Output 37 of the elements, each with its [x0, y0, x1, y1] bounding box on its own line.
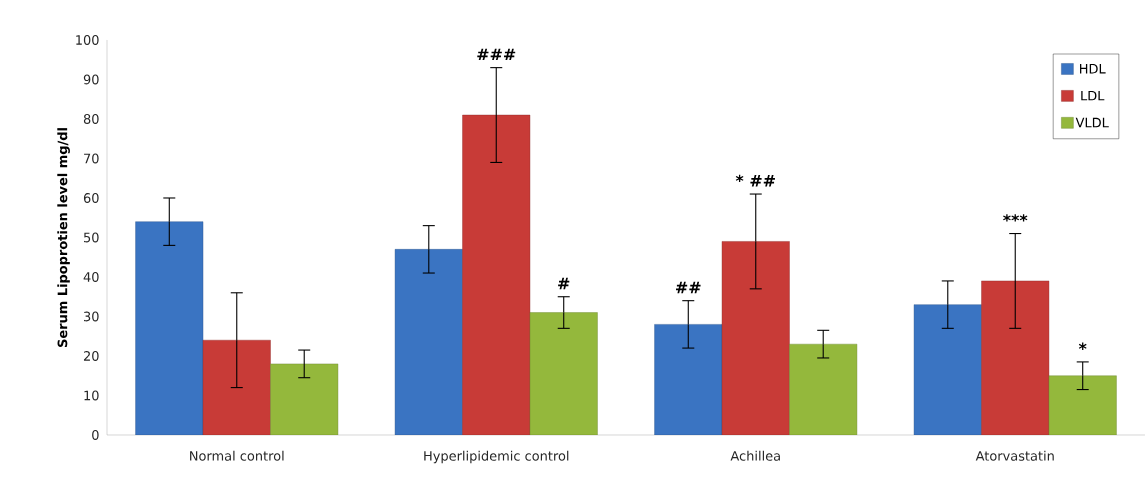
bar: [721, 241, 790, 435]
y-tick-label: 80: [83, 114, 99, 124]
legend-label: VLDL: [1075, 117, 1109, 128]
bar: [981, 280, 1050, 435]
bar: [1048, 375, 1117, 435]
legend-label: HDL: [1080, 64, 1106, 74]
y-tick-label: 100: [76, 35, 99, 45]
annotation: ###: [477, 48, 516, 61]
bar: [135, 221, 204, 435]
bar: [913, 304, 982, 435]
y-tick-label: 30: [84, 311, 99, 322]
x-tick-label: Achillea: [730, 450, 780, 461]
x-tick-label: Atorvastatin: [975, 450, 1054, 461]
bar: [270, 363, 339, 435]
x-tick-label: Normal control: [190, 450, 284, 461]
bar: [394, 249, 463, 435]
legend-label: LDL: [1081, 90, 1105, 101]
annotation: ***: [1003, 214, 1028, 222]
annotation: *: [1078, 342, 1087, 350]
y-tick-label: 70: [84, 153, 99, 164]
bar: [462, 114, 531, 435]
bar: [529, 312, 598, 435]
annotation: #: [558, 277, 570, 290]
y-tick-label: 0: [92, 430, 99, 440]
y-tick-label: 10: [84, 390, 99, 401]
x-tick-label: Hyperlipidemic control: [424, 450, 569, 464]
bar: [789, 343, 858, 435]
bar: [654, 324, 723, 435]
y-tick-label: 40: [83, 272, 99, 282]
y-axis-title: Serum Lipoprotien level mg/dl: [57, 128, 70, 347]
y-tick-label: 50: [84, 232, 99, 243]
y-tick-label: 60: [83, 193, 99, 203]
annotation: ##: [676, 281, 701, 294]
y-tick-label: 90: [83, 74, 99, 85]
y-tick-label: 20: [83, 351, 99, 361]
annotation: * ##: [735, 174, 775, 187]
bar: [202, 339, 271, 435]
